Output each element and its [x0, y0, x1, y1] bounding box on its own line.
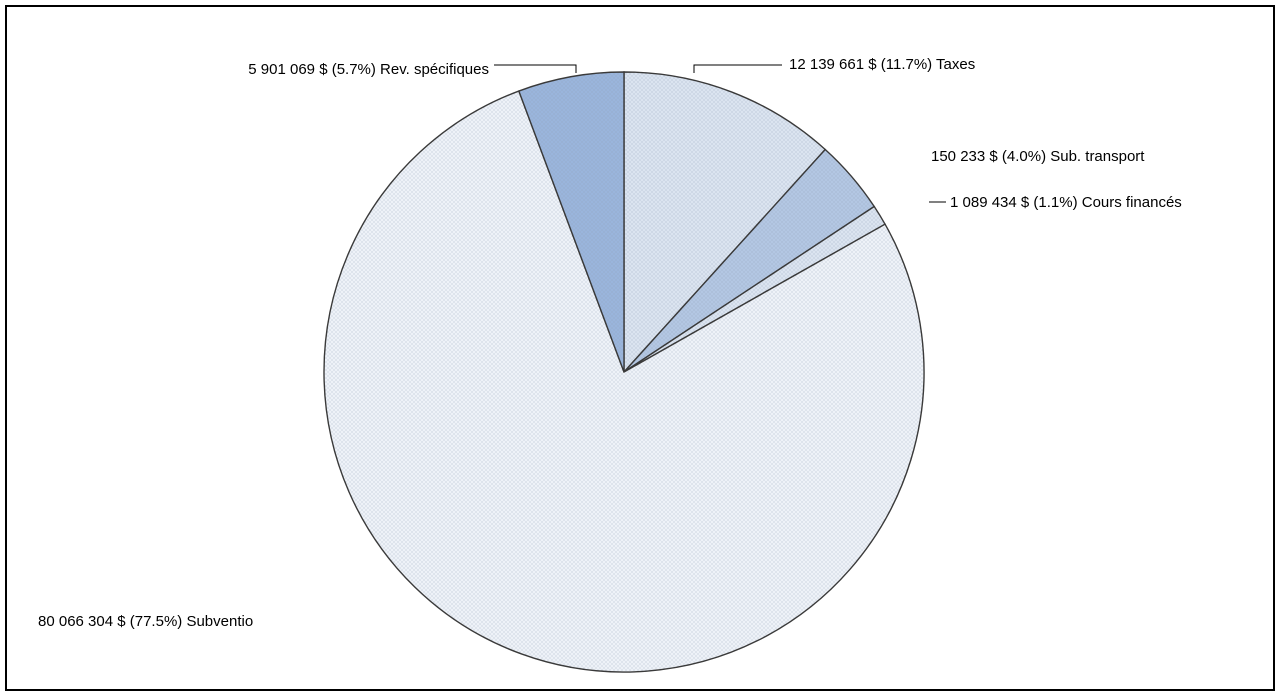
pie-slice: [323, 90, 925, 673]
pie-slice-outline: [517, 71, 625, 373]
slice-data-label: 80 066 304 $ (77.5%) Subventio: [38, 613, 253, 630]
pie-slice: [517, 71, 625, 373]
slice-data-label: 12 139 661 $ (11.7%) Taxes: [789, 56, 975, 73]
pie-slice: [623, 71, 827, 374]
pie-slice-outline: [623, 71, 827, 374]
slice-data-label: 5 901 069 $ (5.7%) Rev. spécifiques: [248, 61, 489, 78]
pie-chart: 12 139 661 $ (11.7%) Taxes 150 233 $ (4.0…: [38, 56, 1182, 673]
label-leader-line: [494, 64, 577, 73]
slice-data-label: 150 233 $ (4.0%) Sub. transport: [931, 148, 1145, 165]
slice-data-label: 1 089 434 $ (1.1%) Cours financés: [950, 194, 1182, 211]
pie-slice-outline: [323, 90, 925, 673]
chart-frame: 12 139 661 $ (11.7%) Taxes 150 233 $ (4.0…: [5, 5, 1275, 691]
label-leader-line: [693, 64, 782, 73]
